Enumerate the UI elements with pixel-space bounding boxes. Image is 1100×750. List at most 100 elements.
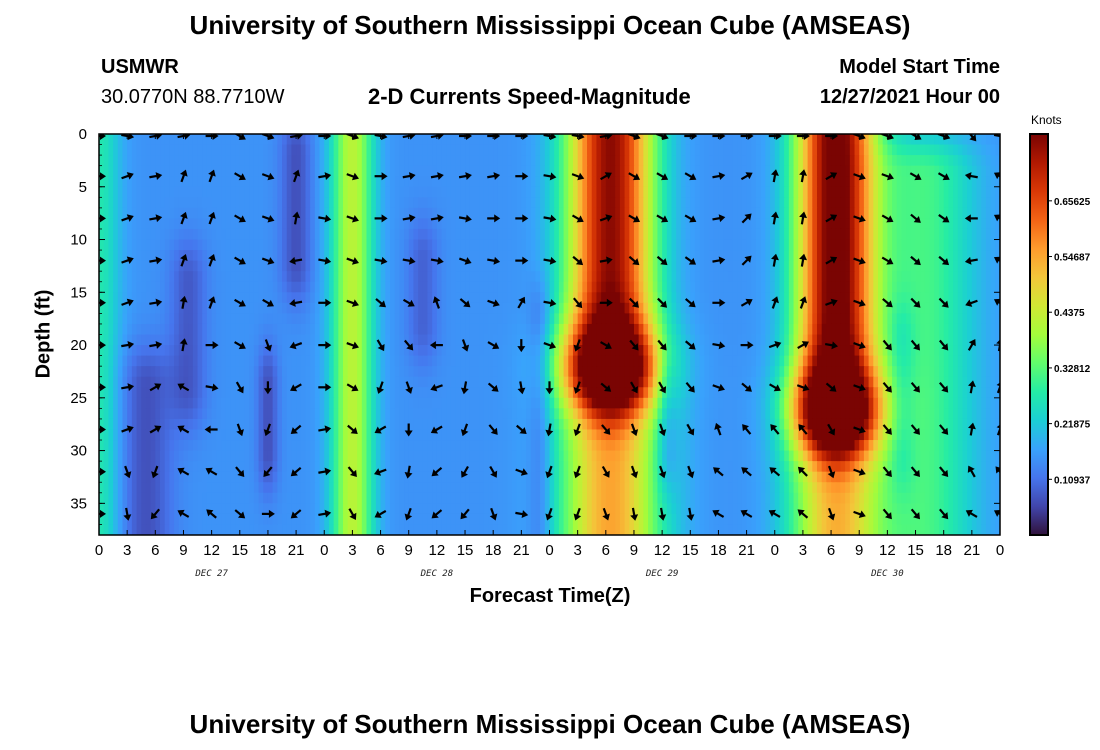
heatmap-cell: [877, 165, 884, 177]
heatmap-cell: [765, 207, 771, 220]
heatmap-cell: [643, 197, 649, 209]
heatmap-cell: [910, 228, 917, 241]
heatmap-cell: [460, 176, 466, 188]
heatmap-cell: [249, 197, 255, 209]
heatmap-cell: [755, 144, 762, 156]
heatmap-cell: [99, 239, 105, 251]
heatmap-cell: [455, 144, 461, 156]
heatmap-cell: [863, 387, 870, 399]
heatmap-cell: [840, 197, 846, 209]
heatmap-cell: [718, 334, 724, 346]
heatmap-cell: [516, 334, 522, 346]
heatmap-cell: [990, 376, 996, 388]
heatmap-cell: [324, 197, 330, 209]
heatmap-cell: [347, 302, 353, 314]
heatmap-cell: [868, 155, 874, 167]
heatmap-cell: [615, 218, 621, 230]
heatmap-cell: [873, 292, 879, 304]
heatmap-cell: [427, 207, 433, 220]
heatmap-cell: [835, 134, 842, 146]
heatmap-cell: [859, 397, 865, 409]
heatmap-cell: [835, 155, 842, 167]
heatmap-cell: [399, 250, 405, 262]
heatmap-cell: [502, 281, 508, 293]
heatmap-cell: [343, 281, 349, 293]
heatmap-cell: [328, 271, 335, 283]
heatmap-cell: [493, 134, 499, 146]
heatmap-cell: [976, 387, 982, 399]
heatmap-cell: [235, 334, 241, 346]
heatmap-cell: [549, 207, 555, 220]
heatmap-cell: [108, 376, 114, 388]
heatmap-cell: [244, 260, 250, 272]
heatmap-cell: [427, 197, 433, 209]
heatmap-cell: [821, 334, 827, 346]
heatmap-cell: [366, 302, 372, 314]
heatmap-cell: [671, 313, 677, 325]
heatmap-cell: [122, 313, 128, 325]
heatmap-cell: [751, 313, 757, 325]
heatmap-cell: [150, 176, 156, 188]
heatmap-cell: [436, 260, 443, 272]
heatmap-cell: [183, 323, 189, 336]
heatmap-cell: [324, 271, 330, 283]
heatmap-cell: [507, 228, 513, 241]
heatmap-cell: [915, 376, 921, 388]
heatmap-cell: [469, 292, 476, 304]
heatmap-cell: [352, 387, 358, 399]
heatmap-cell: [727, 323, 734, 336]
heatmap-cell: [709, 134, 715, 146]
heatmap-cell: [544, 302, 551, 314]
heatmap-cell: [605, 260, 612, 272]
heatmap-cell: [784, 281, 790, 293]
heatmap-cell: [324, 134, 330, 146]
heatmap-cell: [127, 228, 133, 241]
heatmap-cell: [835, 207, 842, 220]
heatmap-cell: [216, 165, 222, 177]
heatmap-cell: [849, 397, 856, 409]
heatmap-cell: [197, 155, 203, 167]
heatmap-cell: [544, 134, 551, 146]
heatmap-cell: [680, 228, 687, 241]
heatmap-cell: [568, 165, 574, 177]
heatmap-cell: [526, 250, 532, 262]
heatmap-cell: [450, 271, 457, 283]
heatmap-cell: [845, 218, 851, 230]
heatmap-cell: [357, 355, 363, 367]
heatmap-cell: [277, 250, 283, 262]
heatmap-cell: [408, 345, 415, 357]
heatmap-cell: [375, 207, 382, 220]
heatmap-cell: [230, 260, 236, 272]
heatmap-cell: [582, 323, 588, 336]
heatmap-cell: [685, 144, 691, 156]
heatmap-cell: [272, 260, 278, 272]
heatmap-cell: [835, 239, 842, 251]
heatmap-cell: [957, 334, 964, 346]
heatmap-cell: [713, 334, 720, 346]
heatmap-cell: [685, 218, 691, 230]
heatmap-cell: [676, 345, 682, 357]
heatmap-cell: [807, 387, 813, 399]
heatmap-cell: [638, 313, 644, 325]
heatmap-cell: [282, 218, 288, 230]
heatmap-cell: [610, 186, 616, 198]
heatmap-cell: [831, 207, 837, 220]
heatmap-cell: [357, 239, 363, 251]
heatmap-cell: [314, 228, 321, 241]
heatmap-cell: [296, 271, 302, 283]
heatmap-cell: [450, 239, 457, 251]
heatmap-cell: [192, 366, 199, 378]
heatmap-cell: [493, 260, 499, 272]
heatmap-cell: [915, 228, 921, 241]
heatmap-cell: [272, 397, 278, 409]
heatmap-cell: [587, 376, 593, 388]
heatmap-cell: [699, 155, 705, 167]
heatmap-cell: [544, 250, 551, 262]
heatmap-cell: [455, 260, 461, 272]
heatmap-cell: [225, 387, 231, 399]
heatmap-cell: [666, 218, 673, 230]
heatmap-cell: [145, 281, 152, 293]
heatmap-cell: [643, 134, 649, 146]
heatmap-cell: [948, 144, 954, 156]
heatmap-cell: [117, 218, 124, 230]
